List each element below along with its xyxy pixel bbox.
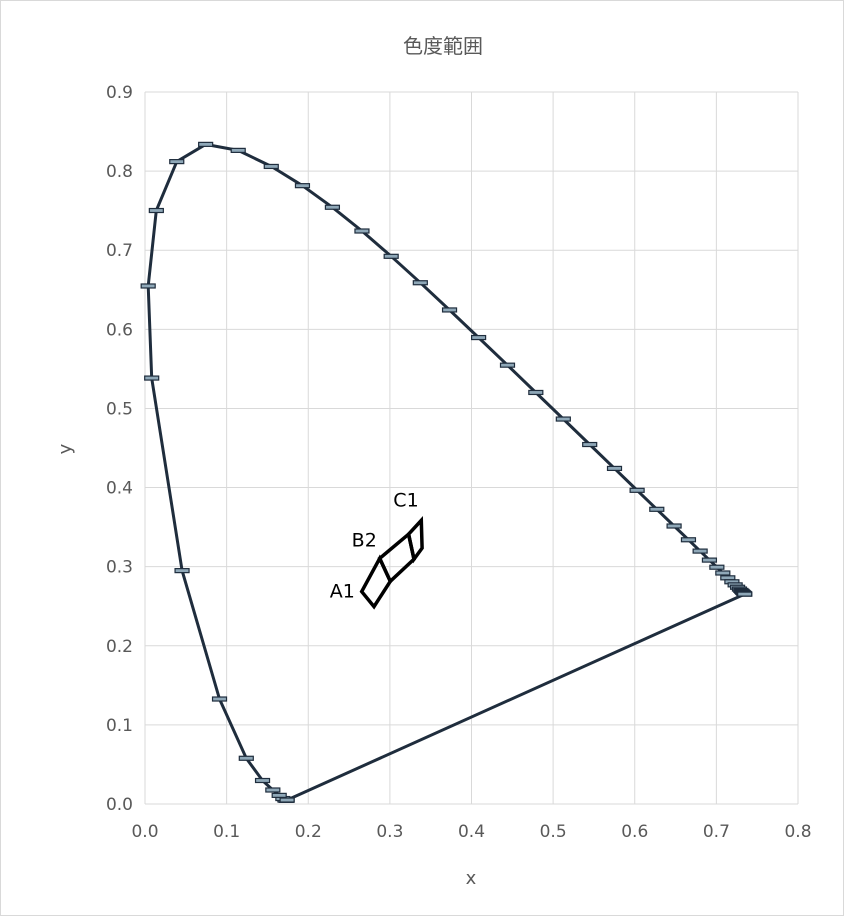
data-point-marker: [198, 141, 214, 147]
y-tick-label: 0.6: [106, 320, 133, 340]
data-point-marker: [230, 147, 246, 153]
data-point-marker: [144, 375, 160, 381]
data-point-marker: [265, 787, 281, 793]
x-tick-label: 0.6: [621, 822, 648, 842]
data-point-marker: [692, 548, 708, 554]
data-point-marker: [649, 506, 665, 512]
y-tick-label: 0.0: [106, 795, 133, 815]
y-tick-label: 0.5: [106, 399, 133, 419]
data-point-marker: [701, 557, 718, 563]
x-tick-label: 0.8: [784, 822, 811, 842]
data-point-marker: [279, 797, 295, 803]
region-c1-outline: [406, 516, 424, 564]
gridlines: [144, 91, 799, 805]
y-tick-label: 0.8: [106, 162, 133, 182]
data-point-marker: [471, 334, 487, 341]
data-point-marker: [412, 280, 428, 286]
data-point-marker: [169, 159, 185, 165]
data-point-marker: [271, 792, 287, 798]
region-label-a1: A1: [330, 581, 355, 603]
y-tick-label: 0.7: [106, 241, 133, 261]
chromaticity-regions: A1 B2 C1: [330, 489, 424, 610]
data-point-marker: [174, 568, 190, 574]
data-point-marker: [737, 591, 753, 597]
region-a1-outline: [359, 554, 393, 610]
spectral-locus-series: [140, 141, 753, 803]
y-tick-label: 0.3: [106, 558, 133, 578]
data-point-marker: [263, 163, 279, 170]
data-point-marker: [238, 755, 254, 761]
data-point-marker: [254, 777, 271, 784]
data-point-marker: [528, 389, 544, 396]
x-axis-title: x: [466, 868, 477, 889]
x-axis-ticks: 0.0 0.1 0.2 0.3 0.4 0.5 0.6 0.7 0.8: [131, 822, 811, 842]
y-tick-label: 0.4: [106, 479, 133, 499]
data-point-marker: [629, 487, 645, 493]
y-tick-label: 0.2: [106, 637, 133, 657]
data-point-marker: [211, 696, 228, 702]
data-point-marker: [666, 523, 682, 529]
data-point-marker: [354, 228, 370, 234]
data-point-marker: [140, 283, 156, 289]
x-tick-label: 0.2: [295, 822, 322, 842]
y-axis-ticks: 0.0 0.1 0.2 0.3 0.4 0.5 0.6 0.7 0.8 0.9: [106, 83, 133, 815]
y-tick-label: 0.1: [106, 716, 133, 736]
y-axis-title: y: [55, 443, 76, 454]
data-point-marker: [582, 441, 598, 448]
data-point-marker: [715, 570, 731, 576]
y-tick-label: 0.9: [106, 83, 133, 103]
x-tick-label: 0.3: [376, 822, 403, 842]
series-line: [146, 142, 747, 802]
x-tick-label: 0.5: [540, 822, 567, 842]
data-point-marker: [606, 465, 623, 472]
x-tick-label: 0.1: [213, 822, 240, 842]
data-point-marker: [294, 183, 311, 189]
data-point-marker: [441, 307, 458, 313]
data-point-marker: [555, 416, 571, 422]
data-point-marker: [709, 564, 725, 570]
data-point-marker: [148, 207, 164, 214]
chart-title: 色度範囲: [403, 34, 483, 58]
data-point-marker: [324, 204, 341, 210]
x-tick-label: 0.7: [703, 822, 730, 842]
data-point-marker: [499, 362, 516, 368]
data-point-marker: [680, 537, 697, 543]
data-point-marker: [383, 253, 399, 259]
region-label-c1: C1: [393, 489, 418, 511]
x-tick-label: 0.4: [458, 822, 485, 842]
x-tick-label: 0.0: [131, 822, 158, 842]
region-label-b2: B2: [352, 529, 377, 551]
